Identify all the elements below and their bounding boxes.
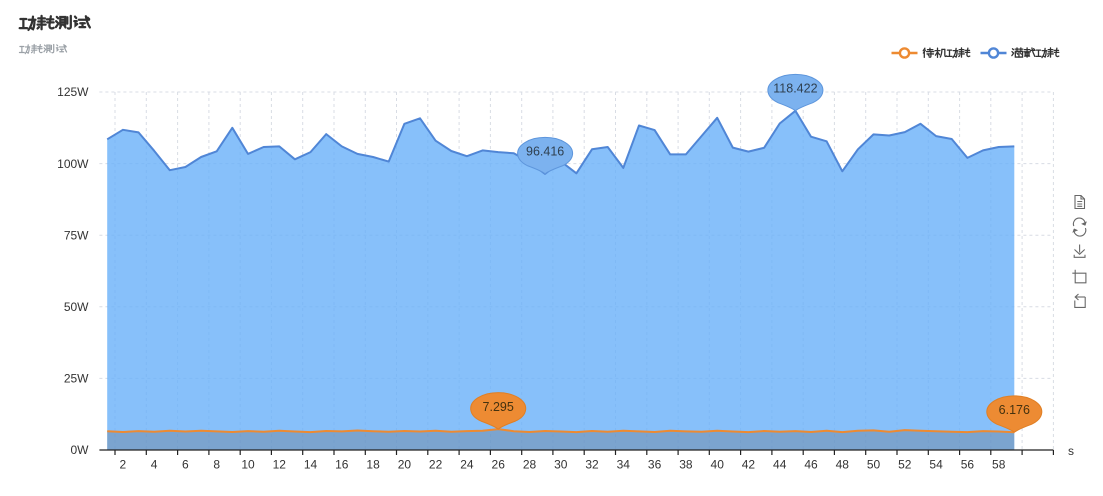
svg-text:4: 4 xyxy=(151,458,158,472)
svg-text:28: 28 xyxy=(523,458,537,472)
svg-text:6.176: 6.176 xyxy=(999,403,1030,417)
svg-text:50W: 50W xyxy=(64,300,89,314)
svg-text:2: 2 xyxy=(120,458,127,472)
svg-text:26: 26 xyxy=(492,458,506,472)
svg-text:12: 12 xyxy=(273,458,287,472)
svg-text:56: 56 xyxy=(961,458,975,472)
svg-text:7.295: 7.295 xyxy=(483,400,514,414)
svg-text:8: 8 xyxy=(213,458,220,472)
svg-text:32: 32 xyxy=(585,458,599,472)
svg-text:46: 46 xyxy=(804,458,818,472)
svg-text:22: 22 xyxy=(429,458,443,472)
svg-text:75W: 75W xyxy=(64,228,89,242)
svg-text:118.422: 118.422 xyxy=(773,82,817,96)
svg-text:10: 10 xyxy=(241,458,255,472)
svg-text:6: 6 xyxy=(182,458,189,472)
svg-text:34: 34 xyxy=(617,458,631,472)
svg-text:25W: 25W xyxy=(64,372,89,386)
svg-text:36: 36 xyxy=(648,458,662,472)
svg-text:40: 40 xyxy=(711,458,725,472)
svg-text:s: s xyxy=(1068,444,1074,458)
svg-text:52: 52 xyxy=(898,458,912,472)
svg-text:58: 58 xyxy=(992,458,1006,472)
svg-text:42: 42 xyxy=(742,458,756,472)
svg-text:50: 50 xyxy=(867,458,881,472)
svg-text:48: 48 xyxy=(836,458,850,472)
svg-text:16: 16 xyxy=(335,458,349,472)
svg-text:0W: 0W xyxy=(71,443,90,457)
svg-text:30: 30 xyxy=(554,458,568,472)
svg-text:96.416: 96.416 xyxy=(526,145,564,159)
svg-text:125W: 125W xyxy=(57,85,89,99)
svg-text:20: 20 xyxy=(398,458,412,472)
svg-text:100W: 100W xyxy=(57,157,89,171)
svg-text:24: 24 xyxy=(460,458,474,472)
svg-text:14: 14 xyxy=(304,458,318,472)
svg-text:54: 54 xyxy=(929,458,943,472)
svg-text:18: 18 xyxy=(366,458,380,472)
svg-text:38: 38 xyxy=(679,458,693,472)
svg-text:44: 44 xyxy=(773,458,787,472)
